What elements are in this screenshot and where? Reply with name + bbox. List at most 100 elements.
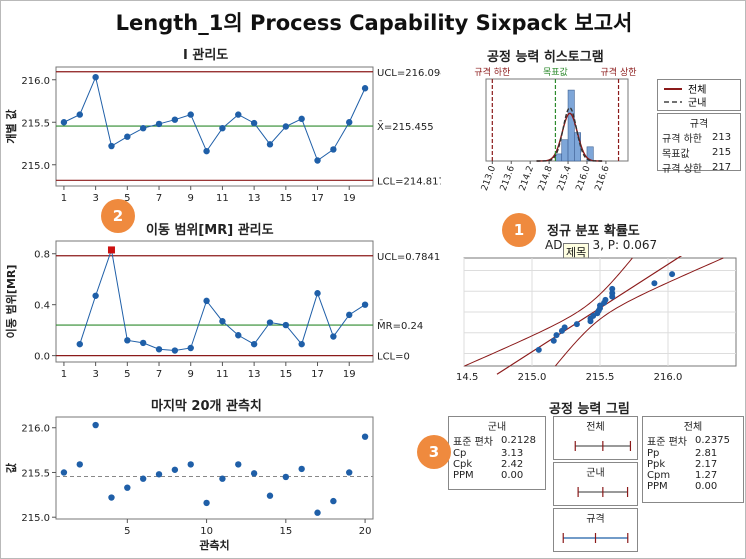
x-tick-label: 13	[248, 369, 261, 380]
data-point	[235, 332, 242, 339]
spec-legend-header: 규격	[689, 119, 709, 130]
data-point	[282, 123, 290, 130]
data-point	[139, 339, 147, 347]
overall-normal-curve	[536, 112, 603, 162]
stat-name: Cpm	[647, 470, 671, 481]
x-tick-label: 20	[359, 526, 372, 537]
x-tick-label: 214.5	[456, 372, 478, 383]
stat-name: PPM	[453, 470, 474, 481]
flagged-point	[107, 246, 115, 254]
x-tick-label: 17	[311, 369, 324, 380]
data-point	[139, 125, 147, 132]
plot-frame	[485, 78, 629, 162]
data-point	[171, 347, 179, 354]
stat-row: Cpm 1.27	[645, 470, 732, 481]
y-tick-label: 216.0	[21, 424, 50, 435]
stat-name: PPM	[647, 481, 668, 492]
x-tick-label: 11	[216, 369, 229, 380]
confidence-band	[554, 257, 724, 367]
data-point	[361, 301, 369, 308]
y-axis-label: 값	[5, 463, 18, 473]
x-tick-label: 5	[124, 369, 130, 380]
x-tick-label: 10	[200, 526, 213, 537]
y-axis-label: 이동 범위[MR]	[4, 265, 18, 339]
data-point	[76, 461, 83, 468]
x-tick-label: 11	[216, 193, 229, 201]
stat-name: 표준 편차	[453, 437, 493, 448]
data-point	[346, 119, 353, 126]
within-interval	[577, 487, 629, 497]
within-legend-label: 군내	[688, 97, 706, 109]
stat-row: PPM 0.00	[645, 481, 732, 492]
data-point	[651, 280, 658, 287]
data-point	[250, 340, 258, 348]
data-point	[361, 85, 369, 92]
x-tick-label: 9	[188, 193, 194, 201]
data-point	[314, 157, 321, 164]
data-point	[124, 484, 131, 491]
spec-row: 목표값 215	[660, 145, 733, 160]
data-point	[314, 290, 321, 297]
x-tick-label: 7	[156, 193, 162, 201]
last-chart-title: 마지막 20개 관측치	[151, 399, 262, 414]
stat-value: 3.13	[500, 448, 524, 459]
data-point	[171, 466, 179, 473]
lsl-label: 규격 하한	[474, 66, 510, 78]
overall-interval	[574, 441, 632, 451]
i-chart-title: I 관리도	[183, 48, 229, 63]
mr-chart-title: 이동 범위[MR] 관리도	[146, 223, 274, 238]
y-axis-label: 개별 값	[4, 109, 18, 143]
mr-chart: 0.00.40.81 3 5 7 9 11 13 15 17 19UCL=0.7841M̄R=0.…	[4, 240, 440, 380]
histogram-legend: 전체 군내	[657, 79, 741, 111]
data-point	[219, 318, 226, 325]
stat-row: PPM 0.00	[451, 470, 538, 481]
data-point	[60, 119, 68, 126]
spec-row: 규격 하한 213	[660, 130, 733, 145]
x-tick-label: 3	[92, 369, 98, 380]
stat-name: 표준 편차	[647, 437, 687, 448]
center-label: M̄R=0.24	[377, 319, 423, 332]
data-point	[298, 340, 305, 348]
data-point	[250, 119, 258, 127]
data-point	[76, 340, 83, 348]
data-point	[553, 332, 560, 339]
x-tick-label: 216.6	[594, 164, 612, 192]
data-point	[187, 461, 194, 468]
x-tick-label: 17	[311, 193, 324, 201]
overall-stats-header: 전체	[683, 422, 703, 433]
data-point	[219, 475, 226, 482]
data-point	[609, 285, 616, 292]
spec-name: 규격 상한	[662, 164, 702, 175]
data-point	[124, 337, 131, 344]
stat-row: 표준 편차 0.2128	[451, 433, 538, 448]
data-point	[314, 509, 321, 516]
specs-capability-label: 규격	[586, 514, 605, 525]
overall-legend-label: 전체	[688, 84, 706, 96]
y-tick-label: 0.8	[34, 250, 50, 261]
confidence-band	[464, 257, 633, 367]
data-point	[171, 116, 179, 123]
x-tick-label: 15	[279, 526, 292, 537]
x-tick-label: 5	[124, 193, 130, 201]
histogram-bar	[561, 139, 569, 162]
y-tick-label: 215.5	[21, 118, 50, 129]
ucl-label: UCL=216.094	[377, 68, 441, 79]
badge-1: 1	[502, 213, 536, 247]
stat-value: 0.00	[500, 470, 524, 481]
data-point	[609, 290, 616, 297]
stat-name: Cp	[453, 448, 467, 459]
data-point	[250, 470, 258, 477]
data-point	[330, 333, 337, 340]
stat-row: Cp 3.13	[451, 448, 538, 459]
normal-plot-stats: AD 3, P: 0.067	[545, 238, 657, 252]
stat-name: Pp	[647, 448, 660, 459]
stat-value: 0.2375	[694, 435, 730, 446]
badge-2: 2	[101, 199, 135, 233]
stat-value: 2.42	[500, 459, 524, 470]
spec-value: 213	[711, 132, 732, 143]
report-title: Length_1의 Process Capability Sixpack 보고서	[115, 11, 633, 35]
data-point	[266, 319, 274, 326]
stat-name: Cpk	[453, 459, 473, 470]
